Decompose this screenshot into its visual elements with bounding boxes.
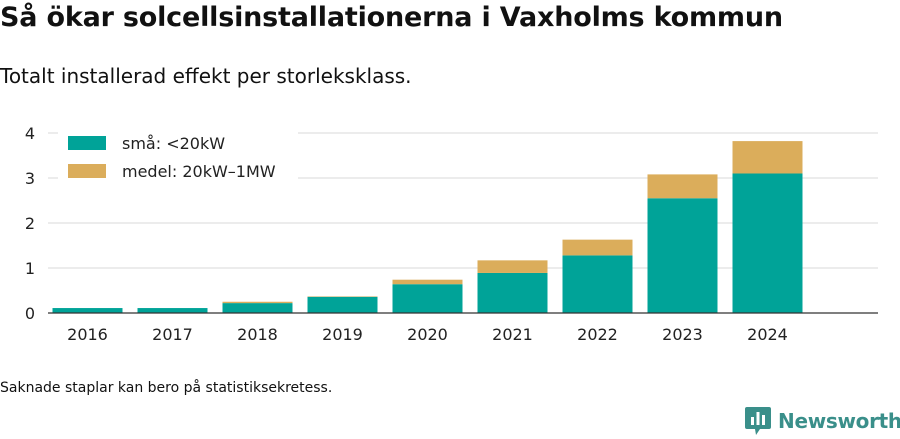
- legend-label: medel: 20kW–1MW: [122, 162, 276, 181]
- bar-segment-medel: [732, 141, 803, 174]
- y-tick-label: 1: [25, 259, 35, 278]
- footnote: Saknade staplar kan bero på statistiksek…: [0, 380, 333, 396]
- bar-segment-sma: [392, 284, 463, 313]
- bar-segment-sma: [562, 255, 633, 313]
- legend-label: små: <20kW: [122, 134, 225, 153]
- x-tick-label: 2017: [152, 325, 193, 344]
- chart-title: Så ökar solcellsinstallationerna i Vaxho…: [0, 2, 783, 33]
- x-tick-label: 2022: [577, 325, 618, 344]
- x-tick-label: 2018: [237, 325, 278, 344]
- bar-segment-sma: [477, 272, 548, 313]
- legend-swatch: [68, 136, 106, 150]
- chart-subtitle: Totalt installerad effekt per storlekskl…: [0, 64, 412, 88]
- bar-segment-sma: [52, 308, 123, 313]
- y-tick-label: 2: [25, 214, 35, 233]
- bar-segment-sma: [137, 308, 208, 313]
- x-tick-label: 2024: [747, 325, 788, 344]
- x-tick-label: 2021: [492, 325, 533, 344]
- newsworthy-logo-text: Newsworthy: [778, 409, 900, 433]
- bar-segment-medel: [222, 301, 293, 304]
- bar-segment-sma: [222, 303, 293, 313]
- x-tick-label: 2019: [322, 325, 363, 344]
- x-tick-label: 2016: [67, 325, 108, 344]
- y-tick-label: 4: [25, 124, 35, 143]
- newsworthy-logo: Newsworthy: [744, 406, 900, 436]
- bar-segment-sma: [647, 198, 718, 313]
- y-tick-label: 3: [25, 169, 35, 188]
- bar-segment-medel: [647, 174, 718, 199]
- bar-segment-medel: [477, 260, 548, 273]
- x-tick-label: 2020: [407, 325, 448, 344]
- bar-segment-medel: [392, 279, 463, 285]
- legend-swatch: [68, 164, 106, 178]
- newsworthy-logo-icon: [745, 407, 771, 435]
- bar-segment-sma: [732, 173, 803, 313]
- x-tick-label: 2023: [662, 325, 703, 344]
- bar-segment-medel: [562, 239, 633, 256]
- bar-segment-sma: [307, 296, 378, 313]
- y-tick-label: 0: [25, 304, 35, 323]
